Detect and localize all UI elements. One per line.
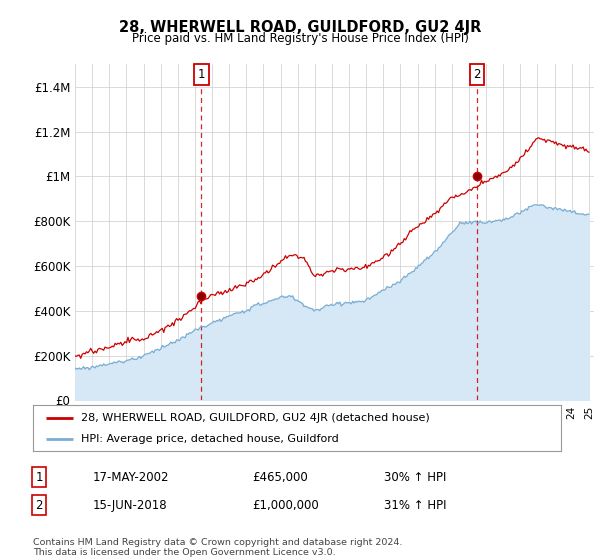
Text: 2: 2 [473,68,481,81]
Text: 17-MAY-2002: 17-MAY-2002 [93,470,170,484]
Text: 28, WHERWELL ROAD, GUILDFORD, GU2 4JR (detached house): 28, WHERWELL ROAD, GUILDFORD, GU2 4JR (d… [80,413,429,423]
Text: 2: 2 [35,498,43,512]
Text: Contains HM Land Registry data © Crown copyright and database right 2024.
This d: Contains HM Land Registry data © Crown c… [33,538,403,557]
Text: £465,000: £465,000 [252,470,308,484]
Text: 30% ↑ HPI: 30% ↑ HPI [384,470,446,484]
Text: 1: 1 [197,68,205,81]
Text: £1,000,000: £1,000,000 [252,498,319,512]
Text: 31% ↑ HPI: 31% ↑ HPI [384,498,446,512]
Text: 15-JUN-2018: 15-JUN-2018 [93,498,167,512]
Text: 1: 1 [35,470,43,484]
Text: 28, WHERWELL ROAD, GUILDFORD, GU2 4JR: 28, WHERWELL ROAD, GUILDFORD, GU2 4JR [119,20,481,35]
Text: Price paid vs. HM Land Registry's House Price Index (HPI): Price paid vs. HM Land Registry's House … [131,32,469,45]
Text: HPI: Average price, detached house, Guildford: HPI: Average price, detached house, Guil… [80,435,338,444]
